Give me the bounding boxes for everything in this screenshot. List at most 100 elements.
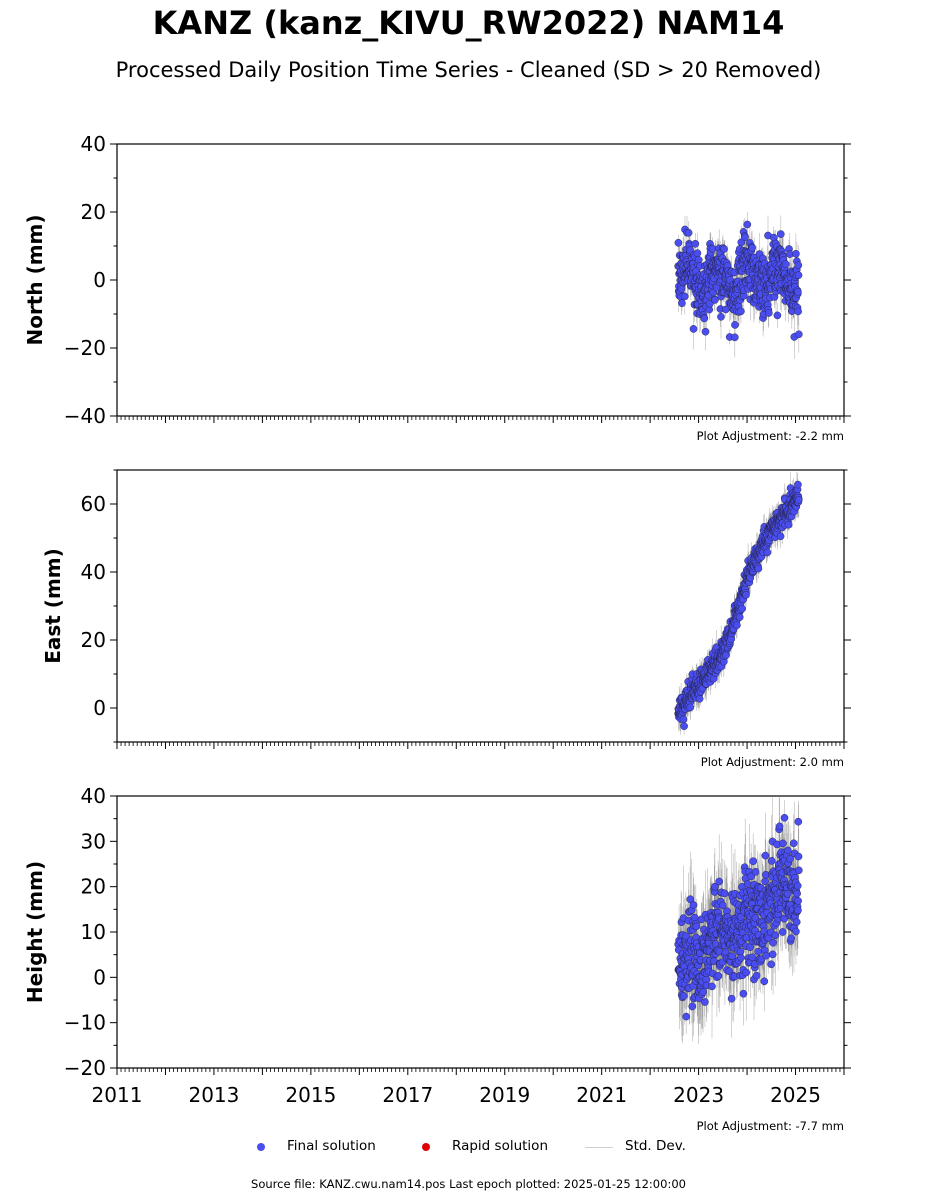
- data-point: [741, 233, 749, 242]
- data-point: [708, 244, 717, 253]
- x-tick-label: 2021: [576, 1083, 627, 1107]
- data-point: [789, 839, 798, 848]
- data-point: [705, 299, 714, 308]
- data-point: [761, 851, 770, 860]
- data-point: [768, 950, 777, 959]
- data-point: [680, 292, 689, 301]
- data-point: [728, 952, 737, 961]
- data-point: [720, 245, 728, 253]
- data-point: [761, 870, 770, 879]
- data-point: [764, 309, 773, 317]
- data-point: [778, 928, 787, 936]
- x-tick-label: 2015: [285, 1083, 336, 1107]
- data-point: [717, 312, 725, 321]
- data-point: [711, 882, 719, 891]
- data-point: [680, 722, 688, 731]
- data-point: [718, 901, 727, 910]
- data-point: [737, 307, 745, 316]
- data-point: [794, 495, 803, 504]
- data-point: [794, 330, 803, 339]
- panel-north-data: [674, 211, 803, 359]
- x-tick-label: 2013: [188, 1083, 239, 1107]
- data-point: [784, 520, 793, 529]
- data-point: [695, 694, 704, 703]
- y-tick-label: 20: [81, 628, 106, 652]
- data-point: [792, 249, 800, 258]
- data-point: [794, 261, 803, 270]
- y-tick-label: 0: [93, 965, 106, 989]
- data-point: [779, 839, 787, 848]
- y-tick-label: 20: [81, 200, 106, 224]
- y-tick-label: 40: [81, 132, 106, 156]
- y-tick-label: 40: [81, 784, 106, 808]
- legend-rapid-label: Rapid solution: [452, 1138, 548, 1154]
- data-point: [748, 244, 756, 252]
- data-point: [767, 857, 776, 865]
- data-point: [701, 327, 710, 336]
- data-point: [689, 901, 698, 909]
- data-point: [752, 971, 761, 980]
- data-point: [792, 918, 801, 926]
- data-point: [689, 325, 698, 333]
- data-point: [678, 299, 686, 308]
- data-point: [686, 895, 695, 904]
- data-point: [677, 285, 686, 293]
- data-point: [701, 998, 709, 1006]
- data-point: [674, 238, 683, 247]
- data-point: [793, 881, 802, 890]
- y-tick-label: 10: [81, 920, 106, 944]
- legend-final-marker: [257, 1143, 265, 1151]
- data-point: [708, 982, 716, 991]
- plot-adjustment-note: Plot Adjustment: 2.0 mm: [701, 755, 844, 769]
- data-point: [686, 703, 695, 712]
- data-point: [711, 296, 719, 304]
- data-point: [776, 230, 785, 238]
- data-point: [742, 591, 750, 599]
- chart-title: KANZ (kanz_KIVU_RW2022) NAM14: [152, 4, 785, 42]
- data-point: [714, 972, 723, 980]
- data-point: [786, 854, 794, 863]
- data-point: [727, 994, 736, 1003]
- data-point: [730, 333, 739, 342]
- x-tick-label: 2019: [479, 1083, 530, 1107]
- data-point: [792, 927, 800, 936]
- data-point: [767, 960, 776, 969]
- data-point: [739, 989, 748, 998]
- data-point: [743, 880, 752, 888]
- data-point: [762, 951, 771, 960]
- data-point: [721, 305, 730, 314]
- plot-adjustment-note: Plot Adjustment: -7.7 mm: [697, 1119, 844, 1133]
- plot-adjustment-note: Plot Adjustment: -2.2 mm: [697, 429, 844, 443]
- data-point: [679, 992, 688, 1000]
- legend-stddev-line: [585, 1147, 613, 1148]
- data-point: [684, 228, 693, 237]
- panel-height-data: [674, 797, 803, 1044]
- data-point: [794, 906, 802, 915]
- data-point: [783, 889, 792, 898]
- data-point: [775, 822, 784, 831]
- panel-east-data: [674, 471, 803, 735]
- y-tick-label: 0: [93, 696, 106, 720]
- data-point: [700, 314, 709, 323]
- data-point: [692, 922, 701, 931]
- chart-subtitle: Processed Daily Position Time Series - C…: [115, 58, 822, 82]
- x-tick-label: 2011: [92, 1083, 143, 1107]
- y-tick-label: 40: [81, 560, 106, 584]
- y-tick-label: −20: [64, 1056, 106, 1080]
- data-point: [731, 321, 739, 329]
- data-point: [773, 311, 782, 320]
- data-point: [794, 307, 802, 316]
- data-point: [733, 621, 741, 630]
- y-axis-label: Height (mm): [23, 861, 47, 1003]
- x-tick-label: 2017: [382, 1083, 433, 1107]
- data-point: [763, 548, 772, 557]
- data-point: [742, 968, 751, 977]
- data-point: [780, 813, 789, 822]
- x-tick-label: 2023: [673, 1083, 724, 1107]
- data-point: [794, 852, 803, 861]
- data-point: [748, 953, 757, 962]
- y-tick-label: −20: [64, 336, 106, 360]
- legend: Final solution Rapid solution Std. Dev.: [0, 1138, 937, 1158]
- data-point: [737, 953, 745, 962]
- y-axis-label: North (mm): [23, 214, 47, 345]
